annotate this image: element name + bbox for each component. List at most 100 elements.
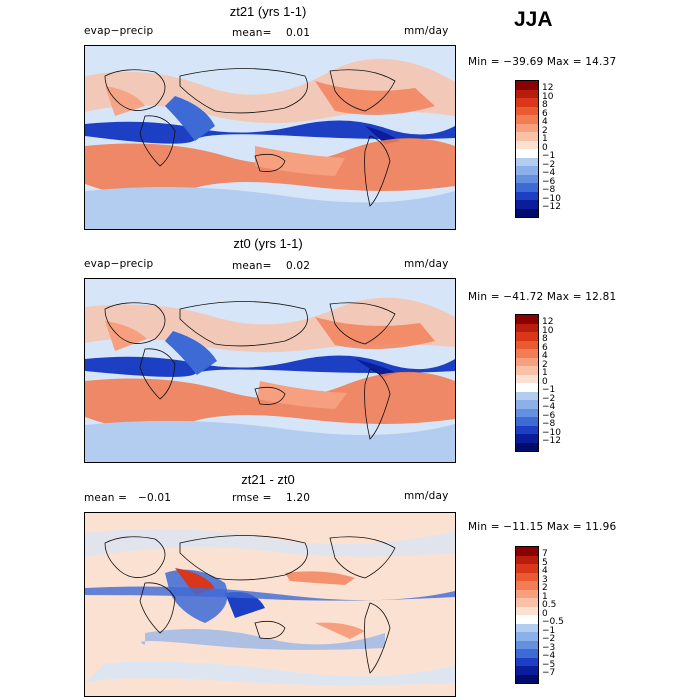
colorbar-segment [516, 123, 538, 132]
panel-1-stats: Min = −39.69 Max = 14.37 [468, 56, 617, 68]
colorbar-segment [516, 383, 538, 392]
panel-3-title: zt21 - zt0 [241, 472, 295, 487]
colorbar-tick-label: 4 [542, 117, 548, 127]
colorbar-segment [516, 366, 538, 375]
colorbar-tick-label: 6 [542, 342, 548, 353]
colorbar-tick-label: −6 [542, 410, 556, 421]
colorbar-segment [516, 140, 538, 149]
colorbar-segment [516, 340, 538, 349]
colorbar-segment [516, 649, 538, 658]
colorbar-tick-label: −2 [542, 393, 556, 404]
panel-1-units: mm/day [404, 25, 449, 37]
panel-3-colorbar-box [515, 546, 539, 684]
panel-3-map-svg [85, 513, 455, 696]
colorbar-segment [516, 174, 538, 183]
colorbar-tick-label: 2 [542, 359, 548, 370]
colorbar-tick-label: −5 [542, 659, 556, 670]
colorbar-segment [516, 657, 538, 666]
colorbar-tick-label: 2 [542, 125, 548, 136]
colorbar-tick-label: −1 [542, 151, 556, 161]
colorbar-segment [516, 323, 538, 332]
colorbar-tick-label: 0.5 [542, 600, 557, 610]
colorbar-segment [516, 572, 538, 581]
panel-2-units: mm/day [404, 258, 449, 270]
colorbar-tick-label: 10 [542, 325, 554, 336]
colorbar-tick-label: −0.5 [542, 617, 564, 627]
colorbar-segment [516, 106, 538, 115]
colorbar-segment [516, 598, 538, 607]
colorbar-tick-label: −2 [542, 634, 556, 644]
colorbar-tick-label: −1 [542, 385, 556, 395]
colorbar-tick-label: −7 [542, 668, 556, 678]
colorbar-segment [516, 564, 538, 573]
panel-3-map [84, 512, 456, 697]
colorbar-segment [516, 640, 538, 649]
panel-2-mean-value: 0.02 [286, 260, 311, 272]
panel-1-colorbar: 12 10 8 6 4 2 1 0 −1 −2 −4 −6 −8 −10 −12 [515, 80, 575, 220]
colorbar-segment [516, 615, 538, 624]
colorbar-segment [516, 81, 538, 90]
colorbar-segment [516, 200, 538, 209]
panel-1-map-svg [85, 46, 455, 229]
colorbar-tick-label: 2 [542, 583, 548, 593]
colorbar-segment [516, 115, 538, 124]
colorbar-segment [516, 332, 538, 341]
panel-2-title: zt0 (yrs 1-1) [233, 236, 303, 251]
colorbar-tick-label: 7 [542, 549, 548, 559]
colorbar-segment [516, 166, 538, 175]
colorbar-tick-label: 1 [542, 368, 548, 378]
colorbar-tick-label: −10 [542, 193, 561, 204]
colorbar-segment [516, 442, 538, 451]
panel-1-colorbar-box [515, 80, 539, 218]
panel-2-map-svg [85, 279, 455, 462]
colorbar-segment [516, 555, 538, 564]
colorbar-tick-label: 10 [542, 91, 554, 102]
colorbar-segment [516, 391, 538, 400]
panel-3-units: mm/day [404, 490, 449, 502]
colorbar-tick-label: 8 [542, 100, 548, 110]
colorbar-tick-label: −6 [542, 176, 556, 187]
colorbar-segment [516, 589, 538, 598]
colorbar-segment [516, 434, 538, 443]
panel-3-stats: Min = −11.15 Max = 11.96 [468, 521, 617, 533]
colorbar-tick-label: 0 [542, 608, 548, 619]
colorbar-segment [516, 417, 538, 426]
colorbar-tick-label: 5 [542, 557, 548, 568]
colorbar-tick-label: 1 [542, 591, 548, 602]
colorbar-segment [516, 183, 538, 192]
panel-2-colorbar: 12 10 8 6 4 2 1 0 −1 −2 −4 −6 −8 −10 −12 [515, 314, 575, 454]
panel-3-colorbar: 7 5 4 3 2 1 0.5 0 −0.5 −1 −2 −3 −4 −5 −7 [515, 546, 575, 692]
colorbar-tick-label: −4 [542, 168, 556, 178]
panel-2-colorbar-box [515, 314, 539, 452]
panel-3-rmse-value: 1.20 [286, 492, 311, 504]
colorbar-segment [516, 674, 538, 683]
colorbar-segment [516, 357, 538, 366]
colorbar-tick-label: −2 [542, 159, 556, 170]
colorbar-tick-label: 0 [542, 376, 548, 387]
colorbar-segment [516, 547, 538, 556]
colorbar-segment [516, 374, 538, 383]
panel-1-mean-value: 0.01 [286, 27, 311, 39]
panel-1-title: zt21 (yrs 1-1) [229, 4, 307, 19]
colorbar-segment [516, 132, 538, 141]
colorbar-segment [516, 208, 538, 217]
panel-2-variable-label: evap−precip [84, 258, 154, 270]
colorbar-tick-label: 12 [542, 317, 554, 327]
colorbar-segment [516, 191, 538, 200]
colorbar-tick-label: 0 [542, 142, 548, 153]
panel-2-map [84, 278, 456, 463]
colorbar-segment [516, 666, 538, 675]
panel-1-mean-label: mean= [232, 27, 272, 39]
colorbar-tick-label: 4 [542, 351, 548, 361]
colorbar-segment [516, 425, 538, 434]
panel-3-mean-label: mean = [84, 492, 128, 504]
colorbar-segment [516, 98, 538, 107]
colorbar-tick-label: −8 [542, 419, 556, 429]
colorbar-tick-label: −12 [542, 436, 561, 446]
season-label: JJA [514, 8, 553, 31]
colorbar-segment [516, 349, 538, 358]
panel-1-map [84, 45, 456, 230]
colorbar-segment [516, 149, 538, 158]
colorbar-tick-label: −3 [542, 642, 556, 653]
colorbar-segment [516, 581, 538, 590]
